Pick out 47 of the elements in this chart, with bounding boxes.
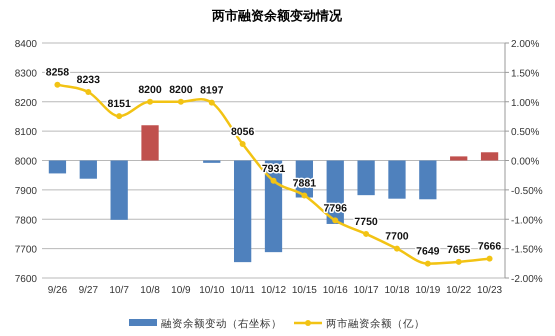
- y2-tick-label: 1.50%: [511, 68, 540, 80]
- y-tick-label: 8200: [14, 98, 38, 109]
- y-tick-label: 7800: [14, 215, 38, 226]
- y2-tick-label: 0.00%: [511, 156, 540, 168]
- data-label: 7700: [385, 230, 409, 243]
- data-label: 8233: [76, 74, 100, 86]
- legend-label: 两市融资余额（亿）: [326, 317, 425, 330]
- y-tick-label: 8000: [14, 156, 38, 168]
- data-label: 8258: [46, 66, 70, 79]
- y-tick-label: 8100: [14, 127, 38, 138]
- x-tick-label: 10/12: [260, 285, 286, 296]
- x-tick-label: 10/23: [477, 285, 503, 296]
- title: 两市融资余额变动情况: [212, 8, 342, 23]
- legend-label: 融资余额变动（右坐标）: [161, 317, 282, 330]
- y2-tick-label: 0.50%: [511, 127, 540, 138]
- data-label: 8197: [200, 84, 224, 97]
- x-tick-label: 10/9: [171, 285, 192, 296]
- y-tick-label: 8300: [14, 68, 38, 80]
- y-tick-label: 7900: [14, 186, 38, 197]
- y-tick-label: 7600: [14, 274, 38, 285]
- y2-tick-label: -1.00%: [511, 215, 543, 226]
- x-tick-label: 10/7: [109, 285, 130, 296]
- data-label: 7666: [478, 240, 502, 253]
- data-label: 7655: [447, 244, 470, 256]
- x-tick-label: 9/26: [48, 285, 68, 296]
- y2-tick-label: -1.50%: [511, 244, 543, 256]
- x-tick-label: 10/16: [322, 285, 348, 296]
- x-tick-label: 10/19: [415, 285, 441, 296]
- x-tick-label: 10/18: [384, 285, 410, 296]
- data-label: 7649: [416, 246, 440, 258]
- x-tick-label: 10/15: [292, 285, 318, 296]
- y2-tick-label: -0.50%: [511, 186, 543, 197]
- x-tick-label: 10/8: [140, 285, 160, 296]
- x-tick-label: 10/10: [199, 285, 225, 296]
- x-tick-label: 10/11: [230, 285, 256, 296]
- y-tick-label: 7700: [14, 244, 38, 256]
- x-tick-label: 10/17: [354, 285, 380, 296]
- y2-tick-label: -2.00%: [511, 274, 543, 285]
- y2-tick-label: 1.00%: [511, 98, 540, 109]
- x-tick-label: 9/27: [78, 285, 98, 296]
- y2-tick-label: 2.00%: [511, 39, 540, 50]
- data-label: 7750: [354, 216, 378, 228]
- data-label: 8151: [107, 98, 131, 110]
- data-label: 8200: [169, 84, 193, 96]
- y-tick-label: 8400: [14, 39, 38, 50]
- data-label: 8200: [138, 84, 162, 96]
- x-tick-label: 10/22: [446, 285, 472, 296]
